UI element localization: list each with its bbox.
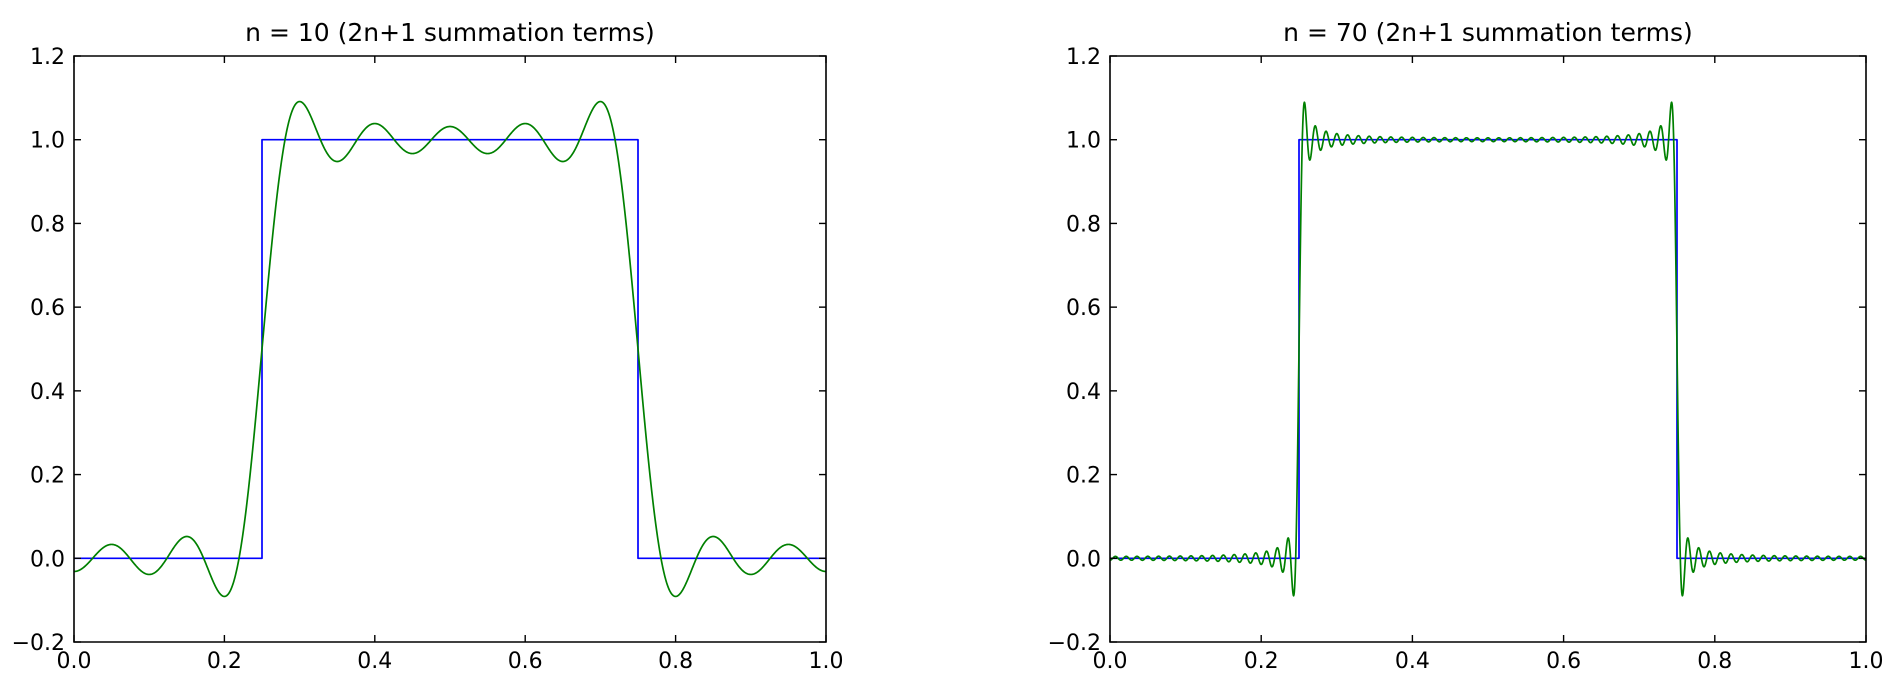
y-tick-label: −0.2 <box>12 631 65 656</box>
y-tick-label: 1.0 <box>30 129 65 154</box>
x-tick-label: 0.6 <box>1546 649 1581 674</box>
x-tick-label: 1.0 <box>809 649 844 674</box>
y-tick-label: 0.8 <box>30 212 65 237</box>
y-tick-label: −0.2 <box>1048 631 1101 656</box>
y-tick-label: 1.0 <box>1066 129 1101 154</box>
x-tick-label: 0.4 <box>357 649 392 674</box>
x-tick-label: 0.6 <box>508 649 543 674</box>
y-tick-label: 1.2 <box>1066 45 1101 70</box>
plot-title-n10: n = 10 (2n+1 summation terms) <box>245 18 655 47</box>
y-tick-label: 0.2 <box>30 464 65 489</box>
y-tick-label: 0.0 <box>1066 547 1101 572</box>
y-tick-label: 0.4 <box>1066 380 1101 405</box>
y-tick-label: 0.8 <box>1066 212 1101 237</box>
x-tick-label: 0.2 <box>207 649 242 674</box>
y-tick-label: 1.2 <box>30 45 65 70</box>
x-tick-label: 0.0 <box>1093 649 1128 674</box>
y-tick-label: 0.2 <box>1066 464 1101 489</box>
fourier-partial-sum-line <box>1109 101 1867 597</box>
fourier-partial-sum-line <box>73 100 827 598</box>
x-tick-label: 0.4 <box>1395 649 1430 674</box>
x-tick-label: 1.0 <box>1849 649 1884 674</box>
axes-frame <box>73 55 827 643</box>
x-tick-label: 0.0 <box>57 649 92 674</box>
y-tick-label: 0.6 <box>30 296 65 321</box>
x-tick-label: 0.8 <box>1697 649 1732 674</box>
square-wave-line <box>74 138 826 560</box>
square-wave-line <box>1110 138 1866 560</box>
y-tick-label: 0.4 <box>30 380 65 405</box>
y-tick-label: 0.6 <box>1066 296 1101 321</box>
y-tick-label: 0.0 <box>30 547 65 572</box>
plot-title-n70: n = 70 (2n+1 summation terms) <box>1283 18 1693 47</box>
axes-frame <box>1109 55 1867 643</box>
x-tick-label: 0.8 <box>658 649 693 674</box>
x-tick-label: 0.2 <box>1244 649 1279 674</box>
